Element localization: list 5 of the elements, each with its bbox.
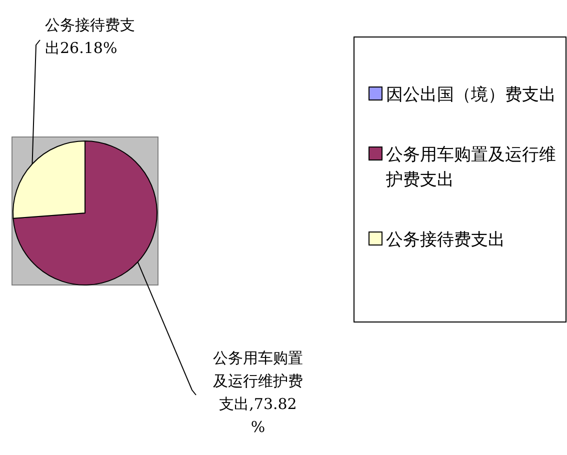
legend-label: 公务用车购置及运行维护费支出 [385,145,556,190]
data-label: 公务用车购置及运行维护费支出,73.82% [213,349,303,436]
legend-label: 公务接待费支出 [386,230,505,250]
data-label: 公务接待费支出26.18% [45,16,135,57]
legend-label: 因公出国（境）费支出 [386,85,556,105]
